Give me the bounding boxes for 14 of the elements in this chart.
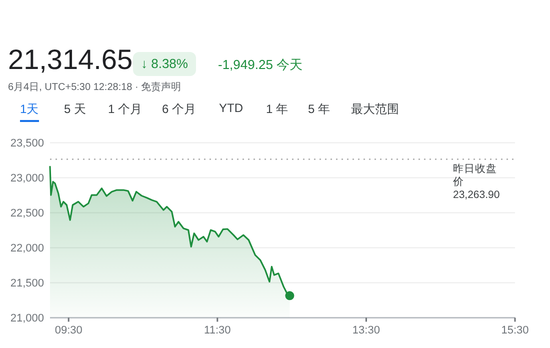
- annotation: -1,949.25 今天: [218, 56, 303, 74]
- y-tick-label: 23,000: [10, 172, 44, 185]
- y-tick-label: 21,000: [10, 312, 44, 325]
- x-tick-label: 09:30: [54, 324, 82, 337]
- annotation: ↓ 8.38%: [133, 52, 196, 76]
- y-tick-label: 23,500: [10, 138, 44, 150]
- annotation: 6月4日, UTC+5:30 12:28:18 · 免责声明: [8, 80, 182, 94]
- x-tick-label: 11:30: [204, 324, 231, 337]
- annotation: 21,314.65: [8, 44, 133, 76]
- x-tick-label: 15:30: [501, 324, 529, 337]
- y-tick-label: 22,000: [10, 242, 44, 255]
- y-tick-label: 21,500: [10, 278, 44, 290]
- x-tick-label: 13:30: [352, 324, 380, 337]
- y-tick-label: 22,500: [10, 208, 44, 220]
